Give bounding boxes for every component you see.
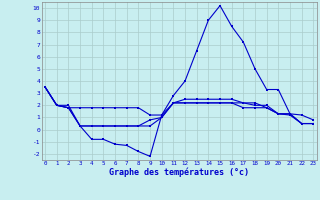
X-axis label: Graphe des températures (°c): Graphe des températures (°c) (109, 168, 249, 177)
